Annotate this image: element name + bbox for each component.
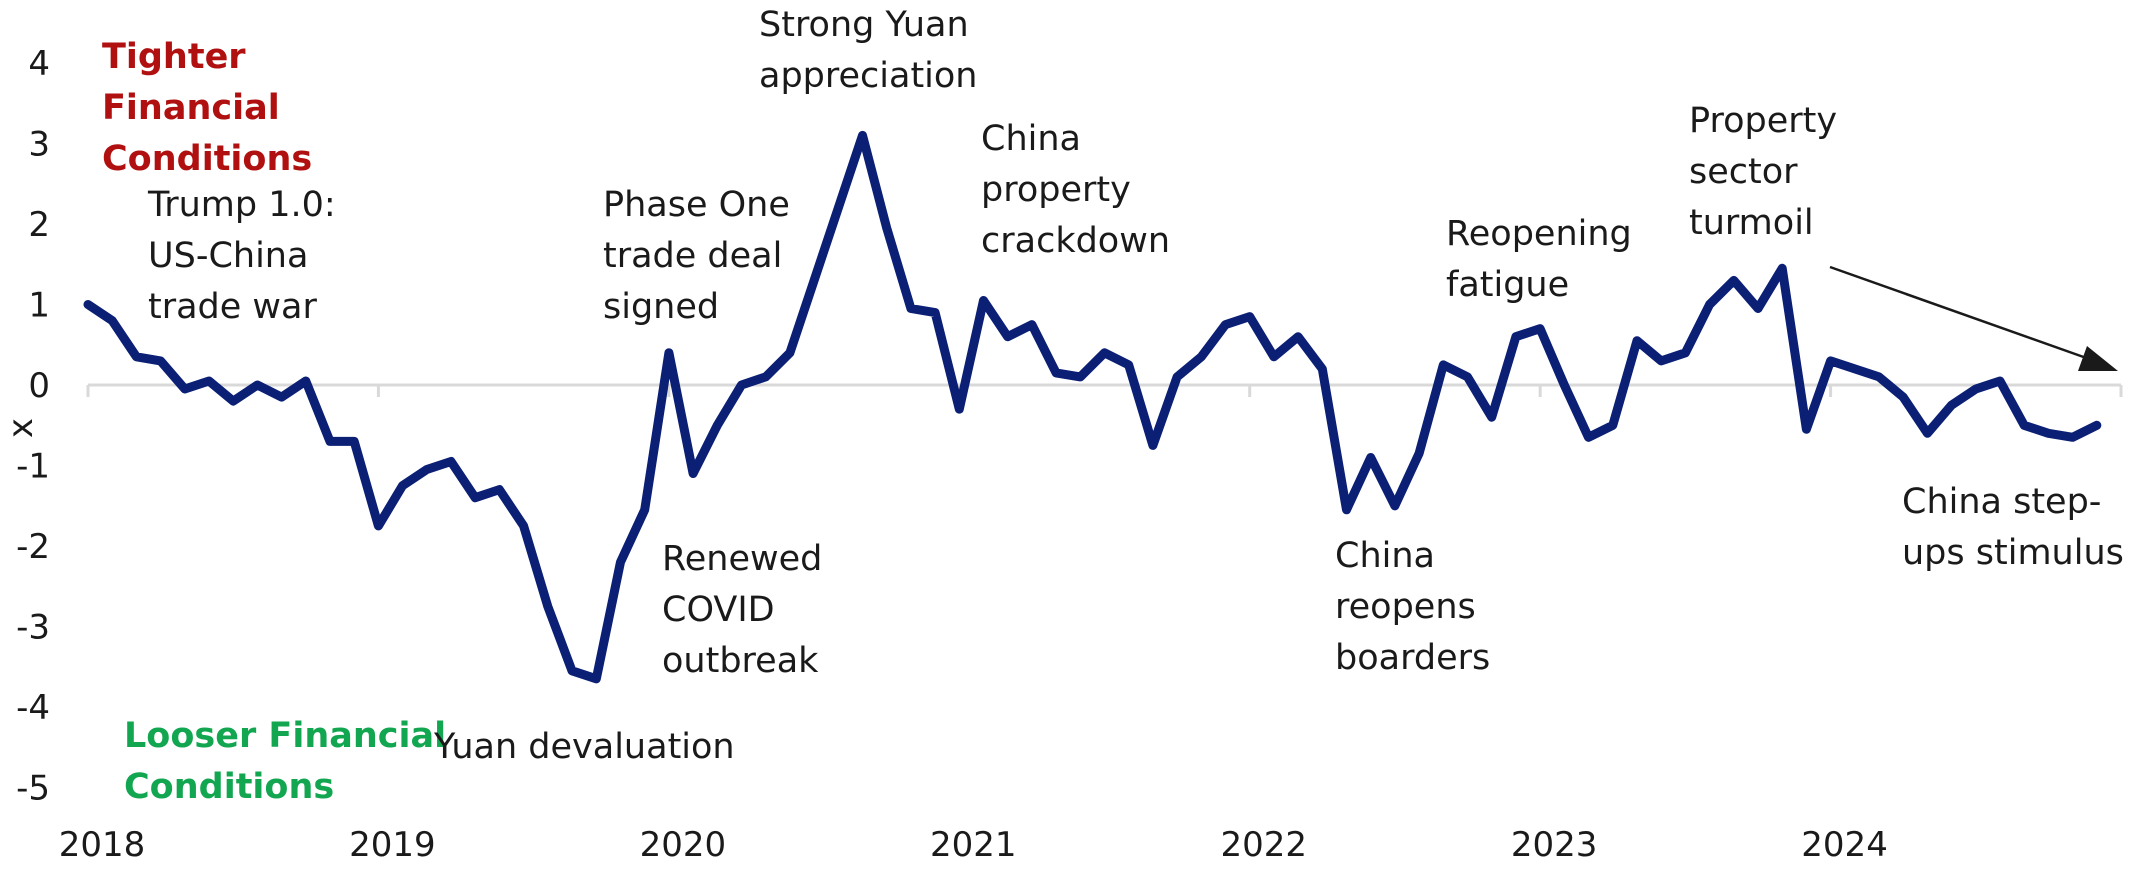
x-tick-label: 2020 — [640, 825, 727, 865]
x-tick-label: 2019 — [349, 825, 436, 865]
event-annotation: Phase One trade deal signed — [603, 185, 790, 327]
y-tick-label: 2 — [28, 205, 50, 245]
y-tick-label: -3 — [16, 608, 50, 648]
x-axis — [86, 383, 2123, 397]
condition-labels: Tighter Financial Conditions Looser Financi… — [102, 37, 446, 807]
event-annotation: China property crackdown — [981, 119, 1170, 261]
event-annotation: Yuan devaluation — [433, 727, 735, 767]
y-axis-ticks: 4 3 2 1 0 -1 -2 -3 -4 -5 — [16, 44, 50, 809]
x-tick-label: 2023 — [1511, 825, 1598, 865]
event-annotation: China reopens boarders — [1335, 536, 1490, 678]
series-line — [83, 130, 2102, 684]
x-tick-label: 2018 — [59, 825, 146, 865]
annotations: Trump 1.0: US-China trade war Yuan devaluat… — [147, 5, 2124, 767]
y-tick-label: -1 — [16, 447, 50, 487]
y-tick-label: -4 — [16, 688, 50, 728]
x-tick-label: 2022 — [1220, 825, 1307, 865]
y-tick-label: -5 — [16, 769, 50, 809]
series-path — [83, 130, 2102, 684]
x-axis-ticks: 2018 2019 2020 2021 2022 2023 2024 — [59, 825, 1888, 865]
y-tick-label: 0 — [28, 366, 50, 406]
x-tick-label: 2024 — [1801, 825, 1888, 865]
arrow-head — [2078, 346, 2118, 371]
trend-arrow — [1829, 265, 2118, 371]
y-axis-label: x — [1, 418, 41, 438]
event-annotation: Strong Yuan appreciation — [759, 5, 978, 96]
y-tick-label: 4 — [28, 44, 50, 84]
event-annotation: China step-ups stimulus — [1902, 482, 2124, 573]
event-annotation: Trump 1.0: US-China trade war — [147, 185, 336, 327]
y-tick-label: -2 — [16, 527, 50, 567]
event-annotation: Renewed COVID outbreak — [662, 539, 822, 681]
y-tick-label: 3 — [28, 125, 50, 165]
y-tick-label: 1 — [28, 286, 50, 326]
event-annotation: Property sector turmoil — [1689, 101, 1837, 243]
looser-conditions-label: Looser Financial Conditions — [124, 716, 446, 807]
arrow-line — [1829, 265, 2093, 362]
x-tick-label: 2021 — [930, 825, 1017, 865]
tighter-conditions-label: Tighter Financial Conditions — [102, 37, 312, 179]
event-annotation: Reopening fatigue — [1446, 214, 1632, 305]
